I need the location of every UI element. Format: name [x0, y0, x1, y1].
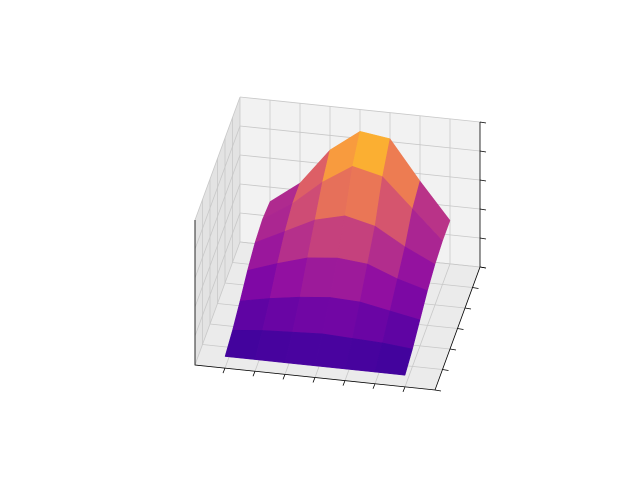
y-tick — [457, 328, 464, 330]
x-tick — [402, 386, 406, 393]
x-tick — [372, 383, 376, 389]
z-tick — [479, 179, 487, 182]
z-grid-line — [194, 154, 241, 279]
surface-patch — [374, 342, 413, 376]
y-tick — [434, 389, 442, 392]
x-tick — [222, 367, 226, 374]
z-grid-line — [194, 241, 241, 366]
axis-line — [194, 122, 481, 391]
z-tick — [479, 237, 487, 240]
z-tick — [479, 150, 487, 153]
x-tick — [342, 380, 346, 386]
x-tick — [252, 371, 256, 377]
y-tick — [442, 369, 449, 371]
y-tick — [472, 287, 479, 289]
y-tick — [449, 348, 457, 351]
y-tick — [464, 307, 472, 310]
z-tick — [479, 121, 487, 124]
z-grid-line — [194, 96, 241, 221]
z-grid-line — [239, 96, 481, 123]
z-grid-line — [194, 212, 241, 337]
x-tick — [312, 377, 316, 383]
z-tick — [479, 266, 487, 269]
z-grid-line — [194, 125, 241, 250]
z-grid-line — [194, 183, 241, 308]
z-tick — [479, 208, 487, 211]
x-tick — [282, 374, 286, 380]
